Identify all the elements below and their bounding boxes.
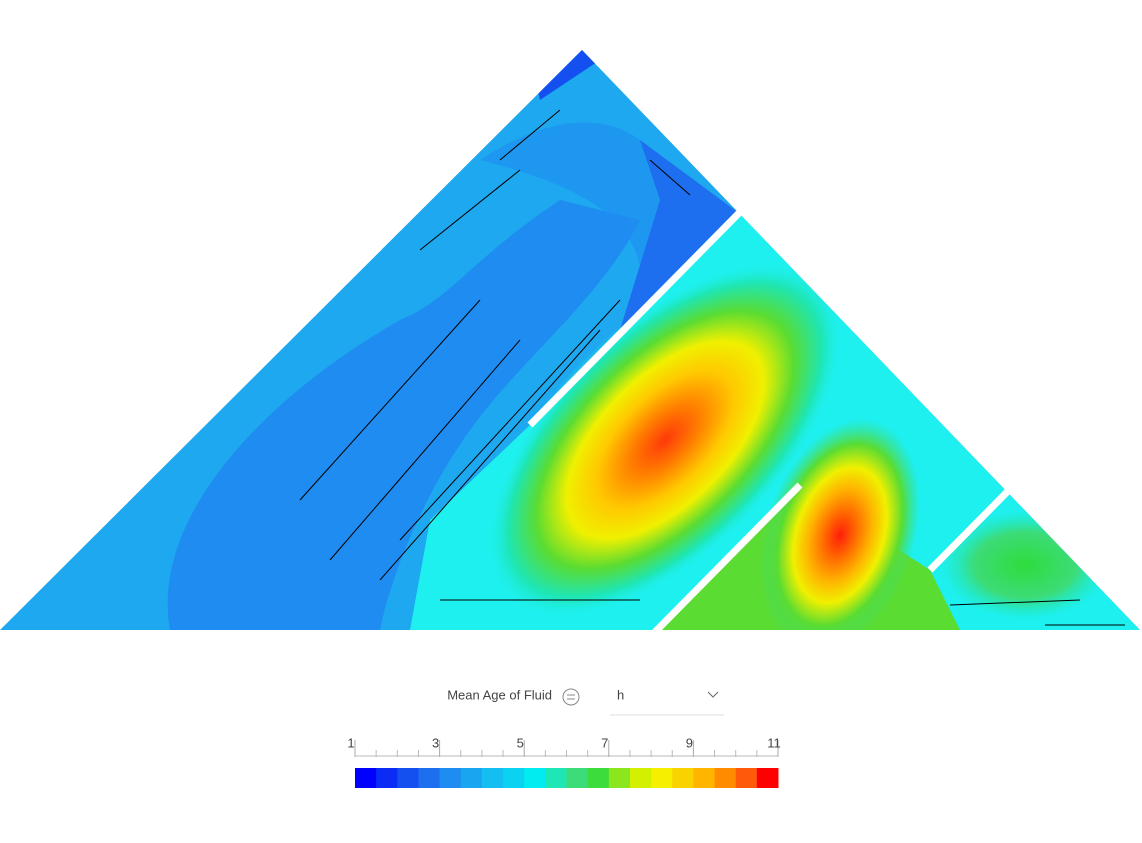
colorbar-tick-label: 1 [347, 735, 354, 750]
colorbar-band [672, 768, 694, 788]
velocity-vectors [299, 109, 1125, 626]
colorbar-band [524, 768, 546, 788]
colorbar-tick-label: 9 [686, 735, 693, 750]
contour-field [0, 50, 1140, 630]
colorbar-band [651, 768, 673, 788]
legend-title: Mean Age of Fluid [447, 687, 552, 702]
colorbar-tick-label: 3 [432, 735, 439, 750]
colorbar-band [735, 768, 758, 788]
colorbar-band [714, 768, 737, 788]
colorbar-band [756, 768, 779, 788]
colorbar-band [418, 768, 441, 788]
colorbar-band [439, 768, 462, 788]
unit-value: h [617, 687, 624, 702]
colorbar-band [566, 768, 589, 788]
legend-menu-icon[interactable] [562, 688, 580, 706]
colorbar-band [693, 768, 716, 788]
colorbar-band [503, 768, 525, 788]
colorbar-band [460, 768, 483, 788]
colorbar-band [629, 768, 652, 788]
colorbar-tick-label: 7 [601, 735, 608, 750]
unit-dropdown[interactable]: h [610, 687, 724, 716]
baffles [527, 209, 1015, 635]
colorbar-band [397, 768, 419, 788]
colorbar-band [481, 768, 504, 788]
dropdown-chevron [707, 691, 719, 698]
colorbar-band [355, 768, 377, 788]
colorbar-tick-label: 11 [767, 735, 781, 750]
colorbar-tick-label: 5 [517, 735, 524, 750]
colorbar-band [608, 768, 631, 788]
colorbar-band [545, 768, 567, 788]
colorbar-band [376, 768, 398, 788]
colorbar-band [587, 768, 610, 788]
